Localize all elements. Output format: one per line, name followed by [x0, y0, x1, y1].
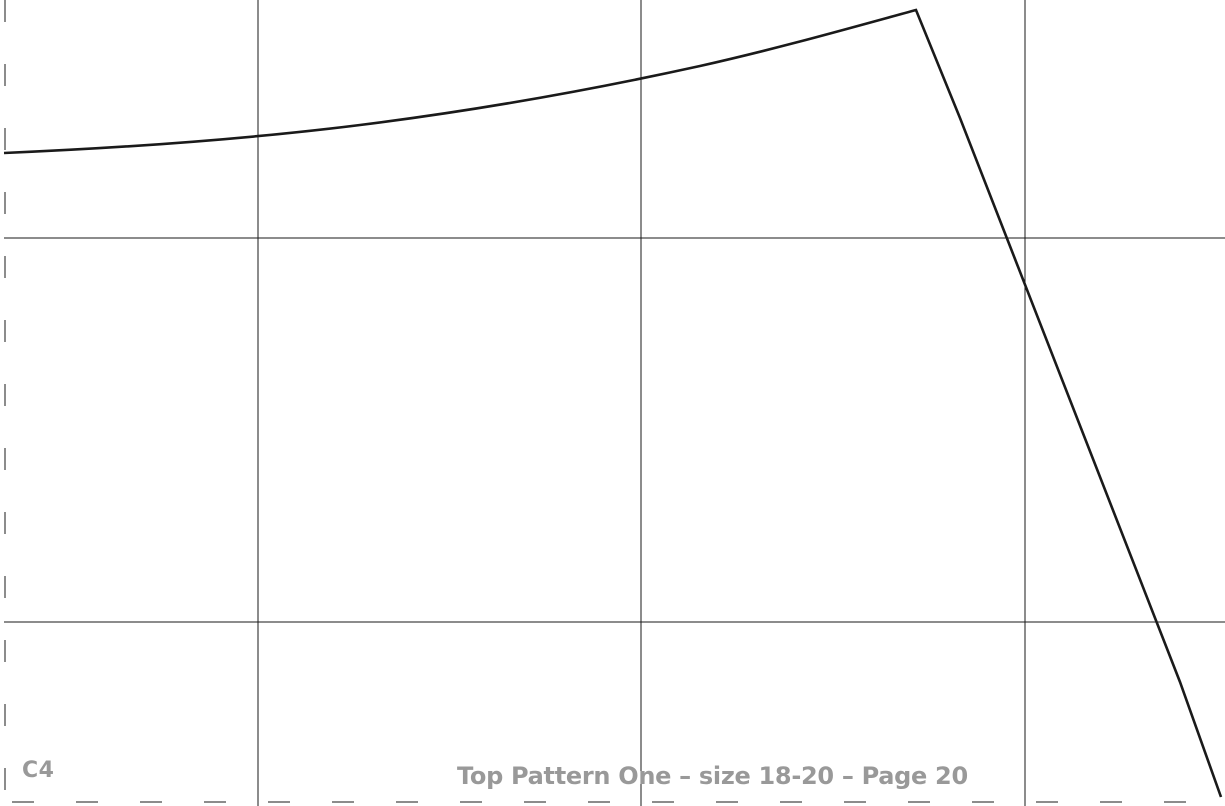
pattern-outline	[3, 8, 1223, 798]
piece-code-label: C4	[22, 758, 55, 783]
page-footer-title: Top Pattern One – size 18-20 – Page 20	[457, 762, 968, 790]
tile-grid	[4, 0, 1225, 806]
